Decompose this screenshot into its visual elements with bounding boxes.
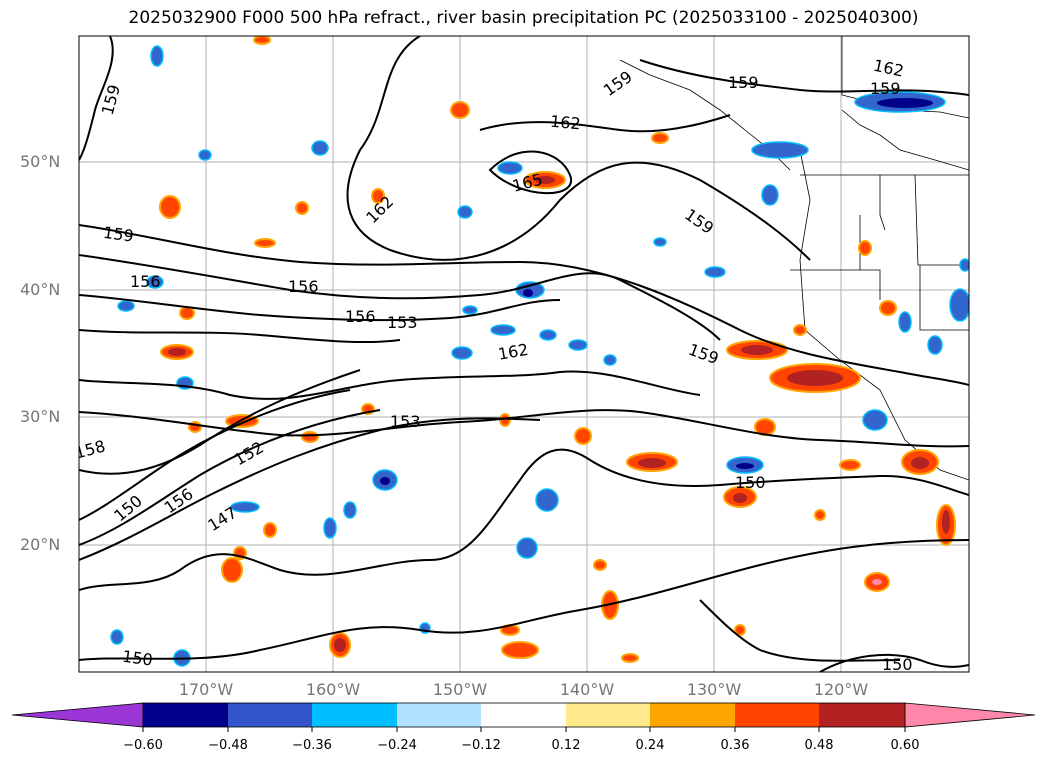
lon-label-120w: 120°W [813,680,869,699]
lon-label-170w: 170°W [178,680,234,699]
colorbar-segment [566,703,650,727]
lat-label-30n: 30°N [20,407,61,426]
colorbar-segment [735,703,819,727]
colorbar-tick-label: −0.24 [377,738,417,753]
colorbar-extend-low [11,702,144,728]
contour-label: 159 [102,223,135,246]
colorbar-tick-label: −0.36 [292,738,332,753]
precip-shading [110,36,969,667]
lon-label-160w: 160°W [305,680,361,699]
lon-label-150w: 150°W [432,680,488,699]
plot-border [78,35,970,673]
colorbar-tick-label: 0.24 [635,738,665,753]
contour-label: 150 [121,647,154,670]
colorbar-segment [397,703,481,727]
map-title: 2025032900 F000 500 hPa refract., river … [128,8,919,28]
colorbar [11,702,1036,732]
colorbar-segment [481,703,566,727]
colorbar-segment [312,703,397,727]
colorbar-tick-label: −0.60 [123,738,163,753]
contour-label: 159 [728,73,759,92]
colorbar-tick-label: 0.60 [890,738,920,753]
contour-label: 162 [549,112,581,134]
colorbar-tick-label: −0.48 [208,738,248,753]
colorbar-segment [143,703,228,727]
contour-label: 156 [288,277,319,296]
contour-label: 156 [130,272,161,291]
colorbar-extend-high [904,702,1036,728]
colorbar-tick-label: 0.48 [804,738,834,753]
colorbar-tick-label: 0.12 [551,738,581,753]
contour-label: 156 [345,307,376,326]
colorbar-segment [650,703,735,727]
colorbar-segment [228,703,312,727]
contour-label: 150 [882,655,913,674]
lat-label-20n: 20°N [20,535,61,554]
contour-label: 159 [870,79,901,98]
contour-label: 150 [735,473,766,492]
colorbar-tick-label: −0.12 [461,738,501,753]
colorbar-tick-label: 0.36 [720,738,750,753]
lat-label-50n: 50°N [20,152,61,171]
lon-label-130w: 130°W [686,680,742,699]
lat-label-40n: 40°N [20,280,61,299]
lon-label-140w: 140°W [559,680,615,699]
colorbar-segment [819,703,905,727]
contour-label: 153 [390,412,421,431]
contour-label: 153 [387,313,418,332]
refractivity-contours [79,36,969,672]
